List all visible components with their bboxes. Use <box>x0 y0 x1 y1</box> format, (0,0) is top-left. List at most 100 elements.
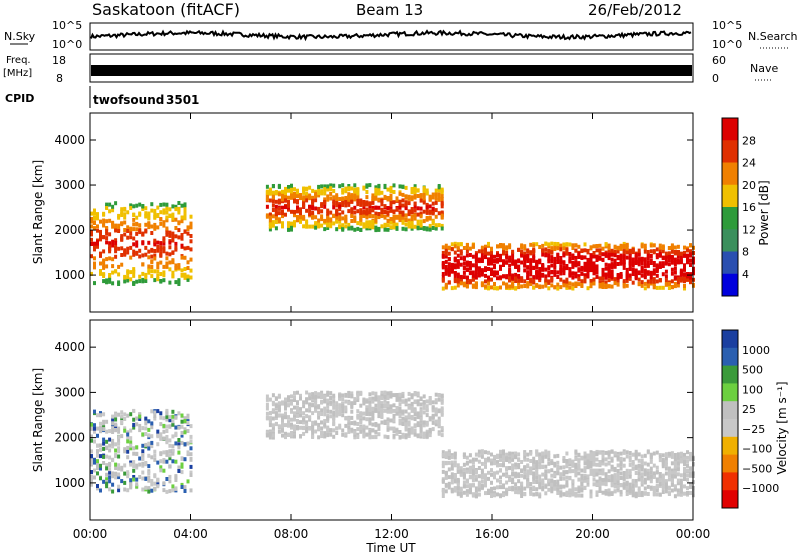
velocity-cell <box>556 479 560 484</box>
velocity-cell <box>268 432 272 436</box>
power-cell <box>302 204 306 208</box>
power-cell <box>159 279 163 284</box>
power-cell <box>538 258 542 263</box>
velocity-cell <box>541 459 545 464</box>
power-cell <box>434 200 438 205</box>
power-cell <box>661 285 665 290</box>
velocity-cell <box>114 422 118 427</box>
velocity-cell <box>281 428 284 432</box>
velocity-cell <box>165 450 169 455</box>
noise-panel-frame <box>89 22 694 51</box>
velocity-cell <box>628 462 632 467</box>
power-cell <box>462 246 466 250</box>
power-cell <box>616 262 620 266</box>
power-cell <box>123 212 127 217</box>
velocity-cell <box>526 463 530 468</box>
velocity-cell <box>165 429 169 433</box>
power-cell <box>371 205 375 210</box>
velocity-cell <box>165 477 169 481</box>
power-cell <box>413 208 417 213</box>
power-cell <box>320 184 324 189</box>
velocity-cell <box>290 417 293 422</box>
velocity-cell <box>664 452 668 457</box>
velocity-cell <box>649 485 653 490</box>
power-cell <box>150 274 154 279</box>
velocity-cell <box>347 418 351 423</box>
velocity-cell <box>268 397 272 402</box>
velocity-cell <box>520 473 524 478</box>
power-cell <box>643 269 647 274</box>
power-cell <box>686 274 689 279</box>
velocity-cell <box>105 484 109 489</box>
power-cell <box>320 223 324 228</box>
velocity-cell <box>610 449 614 454</box>
velocity-cell <box>508 453 512 458</box>
power-cell <box>317 218 321 223</box>
velocity-cell <box>317 404 321 409</box>
velocity-cell <box>413 429 417 433</box>
power-cell <box>541 248 545 253</box>
power-cell <box>440 187 444 192</box>
power-cell <box>329 187 333 192</box>
power-cell <box>416 206 420 211</box>
power-cell <box>508 255 512 260</box>
velocity-cell <box>374 408 378 413</box>
velocity-cell <box>389 392 393 397</box>
power-cell <box>302 197 306 202</box>
velocity-cell <box>496 460 499 465</box>
velocity-cell <box>502 449 505 454</box>
velocity-cell <box>353 401 357 405</box>
velocity-cell <box>350 409 354 414</box>
power-cell <box>93 244 96 249</box>
velocity-cell <box>493 474 496 479</box>
freq-right-tick-bottom: 0 <box>712 72 719 85</box>
power-cell <box>183 272 187 277</box>
velocity-cell <box>410 430 414 435</box>
velocity-cell <box>450 489 454 494</box>
power-cell <box>547 242 551 247</box>
power-cell <box>520 284 524 289</box>
power-cell <box>180 217 184 222</box>
velocity-cell <box>413 408 417 413</box>
power-cell <box>490 285 493 290</box>
velocity-cell <box>586 458 590 462</box>
velocity-cell <box>625 468 629 473</box>
velocity-cell <box>547 453 551 458</box>
velocity-cell <box>622 457 626 462</box>
power-cell <box>99 269 102 273</box>
velocity-cell <box>265 402 269 407</box>
power-cell <box>111 264 115 269</box>
power-cell <box>186 231 190 236</box>
power-cell <box>353 227 357 232</box>
velocity-cell <box>529 459 533 463</box>
velocity-cell <box>338 396 342 401</box>
velocity-cell <box>538 456 542 461</box>
velocity-cell <box>368 408 372 413</box>
power-cell <box>450 265 454 270</box>
power-cell <box>183 267 187 271</box>
power-cell <box>583 276 587 281</box>
power-cell <box>646 281 650 286</box>
power-cell <box>165 232 169 237</box>
velocity-cell <box>117 472 121 477</box>
velocity-cell <box>356 435 360 439</box>
power-cell <box>317 188 321 193</box>
power-cell <box>673 245 677 250</box>
velocity-cell <box>619 483 623 488</box>
velocity-cell <box>153 457 157 462</box>
velocity-cell <box>99 421 102 426</box>
power-cell <box>689 275 692 280</box>
velocity-cell <box>386 401 390 406</box>
velocity-cell <box>392 393 396 398</box>
power-cell <box>643 264 647 269</box>
x-tick-label: 16:00 <box>475 527 510 541</box>
power-cell <box>162 241 166 246</box>
velocity-cell <box>317 392 321 397</box>
velocity-cell <box>586 453 590 458</box>
velocity-cell <box>359 425 363 430</box>
power-cell <box>673 262 677 267</box>
velocity-cell <box>111 444 115 449</box>
velocity-cell <box>652 487 656 492</box>
power-cell <box>332 199 336 204</box>
